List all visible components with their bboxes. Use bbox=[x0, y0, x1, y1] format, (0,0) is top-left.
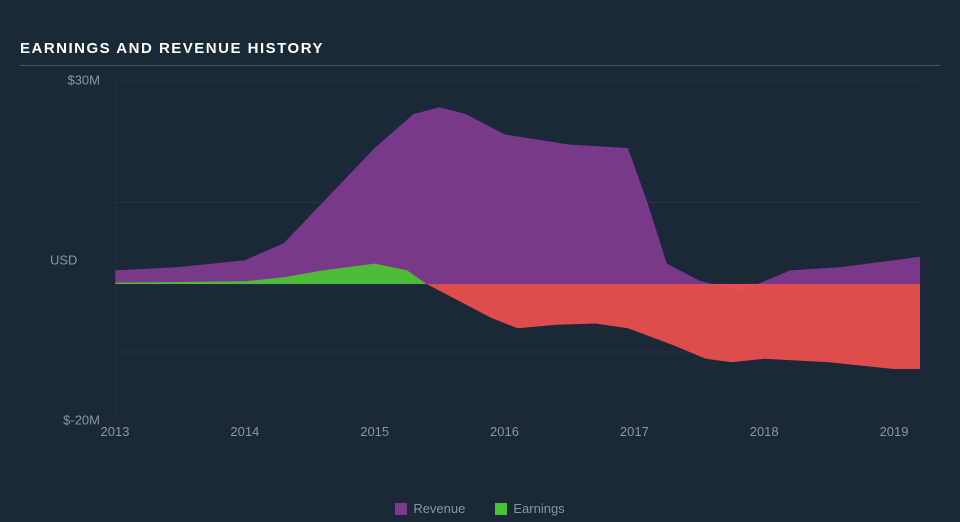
chart-svg bbox=[115, 80, 920, 420]
legend-item: Revenue bbox=[395, 501, 465, 516]
legend-label: Revenue bbox=[413, 501, 465, 516]
x-tick-label: 2014 bbox=[230, 424, 259, 439]
chart-title: EARNINGS AND REVENUE HISTORY bbox=[20, 40, 940, 65]
legend-label: Earnings bbox=[513, 501, 564, 516]
x-tick-label: 2019 bbox=[880, 424, 909, 439]
chart-area: $30M $-20M USD 2013 2014 2015 2016 2017 2018 20… bbox=[20, 70, 940, 450]
x-tick-label: 2016 bbox=[490, 424, 519, 439]
plot-area bbox=[115, 80, 920, 420]
legend-swatch bbox=[395, 503, 407, 515]
x-tick-label: 2017 bbox=[620, 424, 649, 439]
title-underline bbox=[20, 65, 940, 66]
legend: Revenue Earnings bbox=[0, 501, 960, 516]
x-tick-label: 2015 bbox=[360, 424, 389, 439]
y-tick-label: $30M bbox=[67, 73, 100, 88]
x-tick-label: 2013 bbox=[101, 424, 130, 439]
legend-item: Earnings bbox=[495, 501, 564, 516]
x-axis-labels: 2013201420152016201720182019 bbox=[115, 424, 920, 444]
x-tick-label: 2018 bbox=[750, 424, 779, 439]
chart-container: EARNINGS AND REVENUE HISTORY $30M $-20M U… bbox=[0, 0, 960, 522]
y-axis-title: USD bbox=[50, 253, 77, 268]
y-tick-label: $-20M bbox=[63, 413, 100, 428]
legend-swatch bbox=[495, 503, 507, 515]
